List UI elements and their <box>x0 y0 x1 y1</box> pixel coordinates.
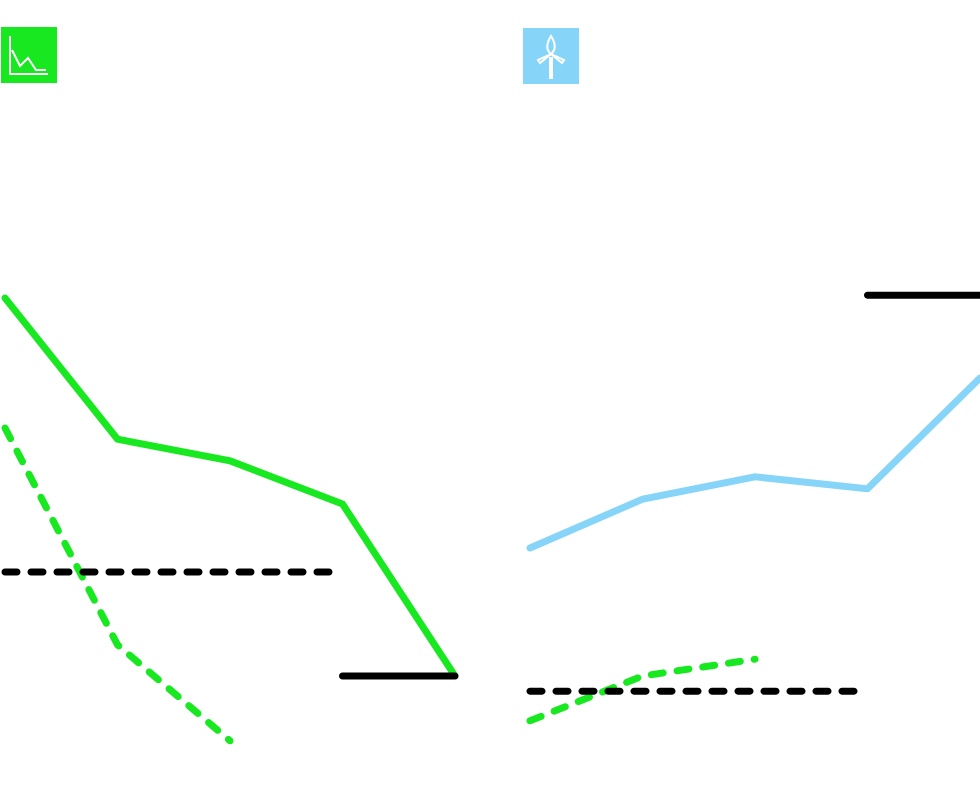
icon-line <box>11 49 46 71</box>
icon-tower <box>549 57 553 79</box>
series-line <box>526 655 759 725</box>
chart-icon <box>1 27 57 83</box>
icon-axes <box>9 36 48 75</box>
series-line <box>526 374 980 552</box>
series-line <box>1 294 459 680</box>
series-line <box>1 424 234 745</box>
icon-turbine <box>536 34 566 65</box>
wind-icon <box>523 28 579 84</box>
